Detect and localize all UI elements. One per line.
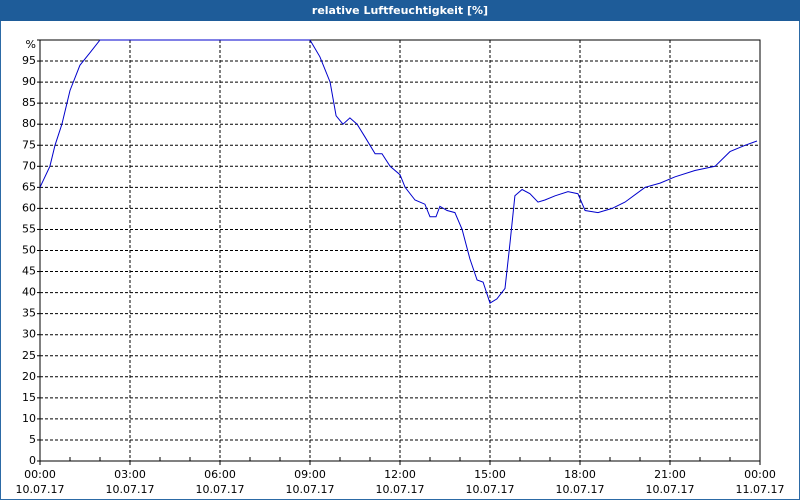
x-tick-label: 18:00 <box>564 468 596 481</box>
y-tick-label: 0 <box>29 454 36 467</box>
x-tick-label: 00:00 <box>24 468 56 481</box>
y-tick-label: 55 <box>22 222 36 235</box>
x-tick-date: 10.07.17 <box>16 483 65 496</box>
x-tick-date: 10.07.17 <box>646 483 695 496</box>
x-tick-date: 10.07.17 <box>196 483 245 496</box>
x-tick-label: 15:00 <box>474 468 506 481</box>
plot-border <box>39 39 761 462</box>
y-tick-label: 30 <box>22 328 36 341</box>
line <box>39 39 758 304</box>
x-tick-date: 10.07.17 <box>376 483 425 496</box>
y-tick-label: 65 <box>22 180 36 193</box>
x-tick-label: 06:00 <box>204 468 236 481</box>
y-tick-label: 40 <box>22 286 36 299</box>
x-tick-label: 00:00 <box>744 468 776 481</box>
y-tick-label: 60 <box>22 201 36 214</box>
y-tick-label: 10 <box>22 412 36 425</box>
x-tick-label: 09:00 <box>294 468 326 481</box>
y-tick-label: 85 <box>22 96 36 109</box>
y-tick-label: 70 <box>22 159 36 172</box>
y-tick-label: 25 <box>22 349 36 362</box>
y-tick-label: % <box>26 38 36 51</box>
y-tick-label: 75 <box>22 138 36 151</box>
y-tick-label: 45 <box>22 265 36 278</box>
x-tick-date: 10.07.17 <box>466 483 515 496</box>
y-tick-label: 90 <box>22 75 36 88</box>
x-tick-date: 11.07.17 <box>736 483 785 496</box>
y-tick-label: 5 <box>29 433 36 446</box>
y-tick-label: 80 <box>22 117 36 130</box>
y-tick-label: 20 <box>22 370 36 383</box>
x-tick-date: 10.07.17 <box>106 483 155 496</box>
x-tick-date: 10.07.17 <box>286 483 335 496</box>
y-tick-label: 35 <box>22 307 36 320</box>
x-tick-label: 12:00 <box>384 468 416 481</box>
y-tick-label: 95 <box>22 54 36 67</box>
x-tick-label: 21:00 <box>654 468 686 481</box>
title-bar <box>0 0 800 21</box>
x-tick-label: 03:00 <box>114 468 146 481</box>
y-tick-label: 15 <box>22 391 36 404</box>
y-tick-label: 50 <box>22 244 36 257</box>
x-tick-date: 10.07.17 <box>556 483 605 496</box>
chart-title: relative Luftfeuchtigkeit [%] <box>312 4 488 17</box>
